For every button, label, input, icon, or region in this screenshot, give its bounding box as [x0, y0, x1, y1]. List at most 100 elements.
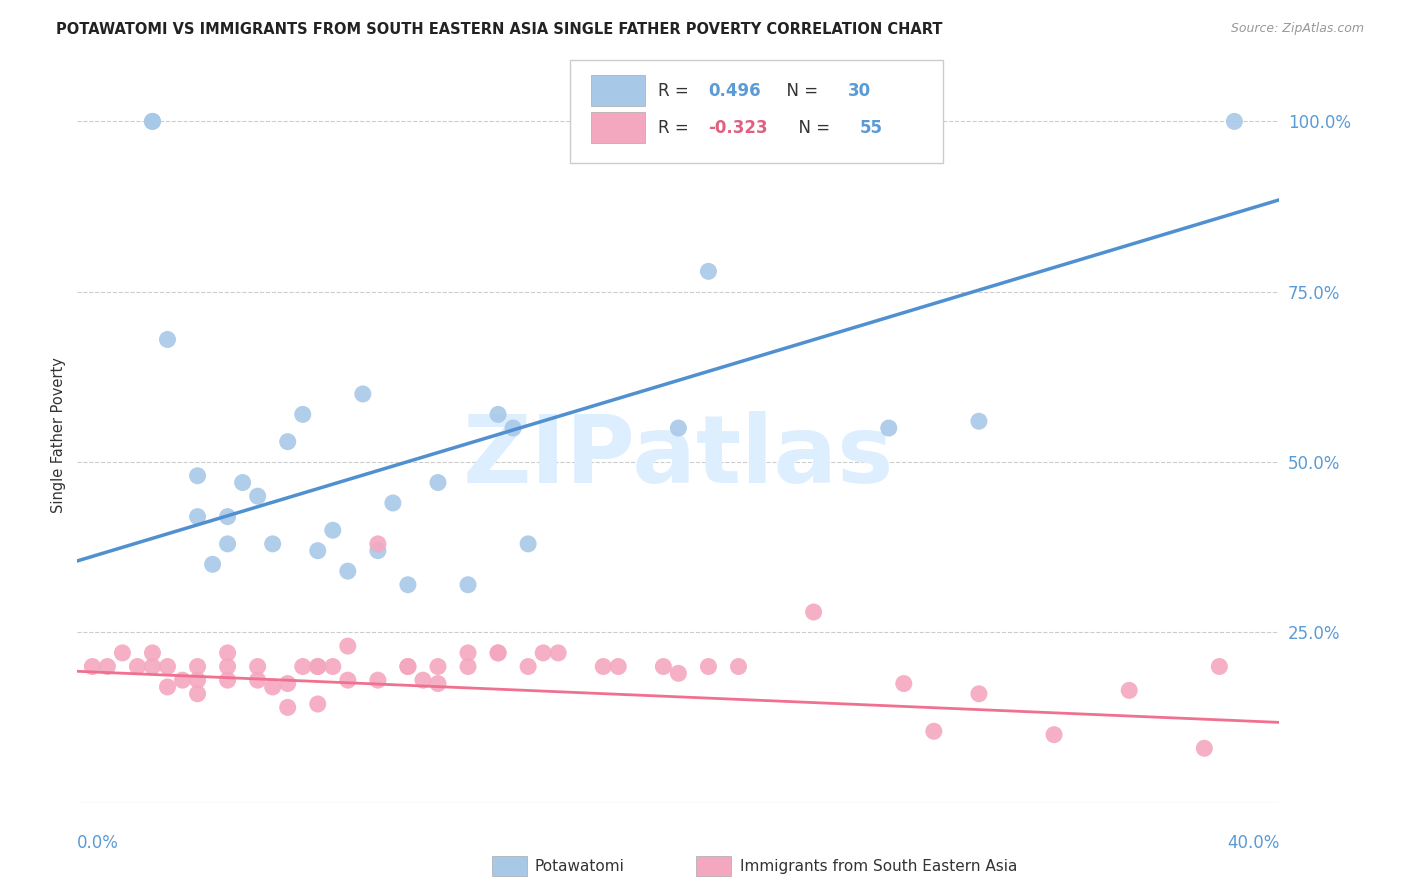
Point	[486, 646, 509, 660]
Point	[141, 114, 163, 128]
Point	[486, 646, 509, 660]
Point	[592, 659, 614, 673]
Text: POTAWATOMI VS IMMIGRANTS FROM SOUTH EASTERN ASIA SINGLE FATHER POVERTY CORRELATI: POTAWATOMI VS IMMIGRANTS FROM SOUTH EAST…	[56, 22, 943, 37]
Point	[367, 537, 389, 551]
Point	[502, 421, 524, 435]
Point	[141, 646, 163, 660]
Point	[217, 673, 239, 688]
Point	[187, 659, 209, 673]
Point	[217, 646, 239, 660]
Text: -0.323: -0.323	[709, 119, 768, 137]
Point	[457, 659, 479, 673]
Point	[277, 676, 299, 690]
Text: Immigrants from South Eastern Asia: Immigrants from South Eastern Asia	[740, 859, 1017, 873]
Point	[547, 646, 569, 660]
FancyBboxPatch shape	[571, 60, 943, 162]
Point	[893, 676, 915, 690]
Point	[922, 724, 945, 739]
Point	[531, 646, 554, 660]
Point	[1223, 114, 1246, 128]
Point	[246, 489, 269, 503]
Text: 30: 30	[848, 82, 872, 100]
Point	[727, 659, 749, 673]
Point	[336, 673, 359, 688]
Point	[352, 387, 374, 401]
Point	[291, 408, 314, 422]
Point	[336, 564, 359, 578]
Text: R =: R =	[658, 119, 695, 137]
Point	[1208, 659, 1230, 673]
Point	[367, 673, 389, 688]
Point	[322, 659, 344, 673]
FancyBboxPatch shape	[591, 112, 645, 143]
Text: 0.496: 0.496	[709, 82, 761, 100]
Point	[517, 659, 540, 673]
Point	[396, 659, 419, 673]
Text: ZIPatlas: ZIPatlas	[463, 411, 894, 503]
Point	[187, 468, 209, 483]
Text: 40.0%: 40.0%	[1227, 834, 1279, 852]
Point	[232, 475, 254, 490]
Text: R =: R =	[658, 82, 695, 100]
Point	[111, 646, 134, 660]
Point	[217, 659, 239, 673]
Point	[668, 421, 690, 435]
Point	[277, 434, 299, 449]
Point	[127, 659, 149, 673]
Point	[367, 543, 389, 558]
Point	[322, 523, 344, 537]
Point	[427, 676, 450, 690]
Point	[336, 639, 359, 653]
Point	[457, 646, 479, 660]
Point	[201, 558, 224, 572]
Point	[307, 543, 329, 558]
Point	[1118, 683, 1140, 698]
Point	[381, 496, 404, 510]
Point	[156, 680, 179, 694]
Point	[652, 659, 675, 673]
Point	[277, 700, 299, 714]
Point	[187, 673, 209, 688]
Point	[307, 697, 329, 711]
Text: 55: 55	[860, 119, 883, 137]
Point	[1194, 741, 1216, 756]
Point	[141, 114, 163, 128]
Point	[217, 509, 239, 524]
Point	[187, 687, 209, 701]
Text: N =: N =	[787, 119, 835, 137]
Point	[877, 421, 900, 435]
Point	[396, 578, 419, 592]
Point	[668, 666, 690, 681]
Point	[82, 659, 104, 673]
Point	[967, 414, 990, 428]
Point	[307, 659, 329, 673]
Point	[156, 333, 179, 347]
Point	[803, 605, 825, 619]
Point	[172, 673, 194, 688]
Point	[607, 659, 630, 673]
Point	[291, 659, 314, 673]
Y-axis label: Single Father Poverty: Single Father Poverty	[51, 357, 66, 513]
Point	[1043, 728, 1066, 742]
Text: 0.0%: 0.0%	[77, 834, 120, 852]
Point	[307, 659, 329, 673]
Point	[517, 537, 540, 551]
Point	[697, 264, 720, 278]
Point	[427, 475, 450, 490]
Point	[156, 659, 179, 673]
Text: N =: N =	[776, 82, 823, 100]
Point	[246, 659, 269, 673]
Point	[967, 687, 990, 701]
Point	[457, 578, 479, 592]
Point	[246, 673, 269, 688]
Point	[262, 537, 284, 551]
Point	[217, 537, 239, 551]
Point	[187, 509, 209, 524]
Point	[96, 659, 118, 673]
Point	[141, 659, 163, 673]
Point	[412, 673, 434, 688]
FancyBboxPatch shape	[591, 75, 645, 106]
Point	[396, 659, 419, 673]
Point	[697, 659, 720, 673]
Point	[262, 680, 284, 694]
